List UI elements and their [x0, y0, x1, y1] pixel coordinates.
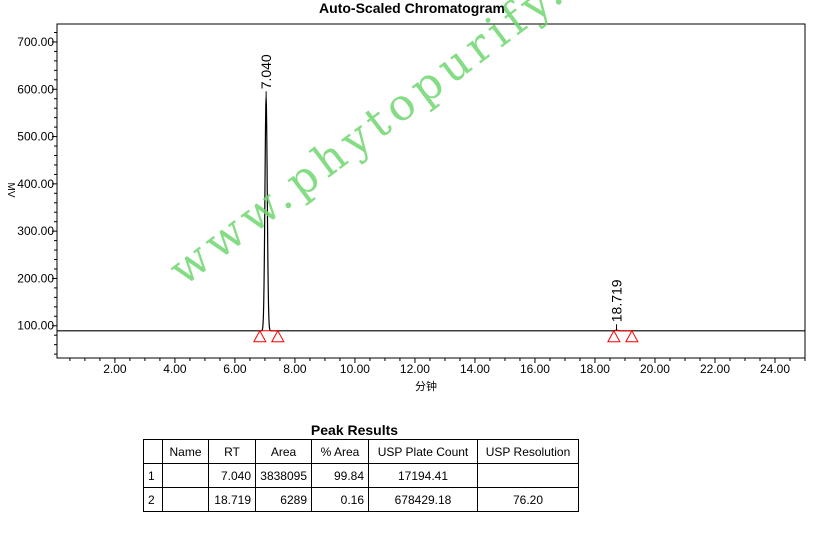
table-row: 2 18.719 6289 0.16 678429.18 76.20 [143, 487, 579, 512]
y-tick-label: 100.00 [17, 319, 54, 333]
table-cell: 0.16 [311, 487, 369, 512]
column-header: USP Resolution [477, 439, 579, 464]
table-cell: 18.719 [208, 487, 256, 512]
plot-frame [56, 23, 806, 359]
y-tick-label: 600.00 [17, 82, 54, 96]
table-cell: 6289 [255, 487, 312, 512]
table-cell [162, 487, 209, 512]
column-header: USP Plate Count [368, 439, 478, 464]
chart-title: Auto-Scaled Chromatogram [319, 0, 505, 16]
table-cell: 2 [143, 487, 163, 512]
column-header [143, 439, 163, 464]
x-tick-label: 14.00 [460, 362, 490, 376]
table-cell: 1 [143, 463, 163, 488]
x-tick-label: 10.00 [340, 362, 370, 376]
x-axis-label: 分钟 [415, 379, 437, 393]
y-tick-label: 300.00 [17, 224, 54, 238]
chromatogram-plot: 100.00 200.00 300.00 400.00 500.00 600.00 700.… [5, 23, 806, 393]
x-tick-label: 2.00 [103, 362, 127, 376]
x-tick-label: 12.00 [400, 362, 430, 376]
table-cell: 678429.18 [368, 487, 478, 512]
peak-marker-triangle [607, 329, 621, 343]
y-tick-label: 700.00 [17, 35, 54, 49]
x-tick-label: 18.00 [580, 362, 610, 376]
x-tick-label: 8.00 [283, 362, 307, 376]
y-axis-label: MV [5, 183, 16, 198]
y-tick-label: 400.00 [17, 177, 54, 191]
table-cell [162, 463, 209, 488]
table-cell: 7.040 [208, 463, 256, 488]
peak-marker-triangle [270, 329, 285, 343]
column-header: Name [162, 439, 209, 464]
column-header: Area [255, 439, 312, 464]
table-cell: 99.84 [311, 463, 369, 488]
table-cell: 17194.41 [368, 463, 478, 488]
peak-marker-triangle [625, 329, 639, 343]
peak-results-title: Peak Results [310, 422, 399, 438]
y-tick-label: 500.00 [17, 130, 54, 144]
x-tick-label: 6.00 [223, 362, 247, 376]
column-header: % Area [311, 439, 369, 464]
peak-marker-triangle [252, 329, 267, 343]
table-cell [477, 463, 579, 488]
column-header: RT [208, 439, 256, 464]
chromatogram-trace [57, 97, 805, 332]
table-header-row: Name RT Area% Area USP Plate Count USP Resol… [143, 439, 579, 464]
table-row: 1 7.040 3838095 99.84 17194.41 [143, 463, 579, 488]
table-cell: 3838095 [255, 463, 312, 488]
peak-results-table: Name RT Area% Area USP Plate Count USP Resol… [143, 439, 579, 512]
peak-rt-label: 18.719 [609, 279, 625, 322]
y-tick-label: 200.00 [17, 271, 54, 285]
x-tick-label: 20.00 [640, 362, 670, 376]
table-cell: 76.20 [477, 487, 579, 512]
x-tick-label: 22.00 [700, 362, 730, 376]
x-tick-label: 16.00 [520, 362, 550, 376]
peak-rt-label: 7.040 [258, 54, 274, 89]
x-tick-label: 24.00 [760, 362, 790, 376]
x-tick-label: 4.00 [163, 362, 187, 376]
